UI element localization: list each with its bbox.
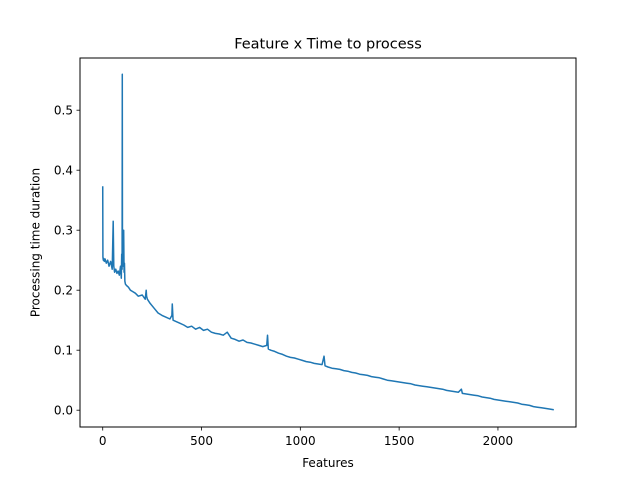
x-tick-label: 1000 [285,434,316,448]
y-tick-label: 0.5 [54,103,73,117]
series-line [101,73,554,411]
x-axis-ticks: 0 500 1000 1500 2000 [99,427,513,448]
x-tick-label: 1500 [384,434,415,448]
chart-title: Feature x Time to process [234,37,422,53]
x-tick-label: 500 [190,434,213,448]
y-tick-label: 0.2 [54,283,73,297]
y-tick-label: 0.0 [54,403,73,417]
y-tick-label: 0.4 [54,163,73,177]
x-tick-label: 0 [99,434,107,448]
y-axis-label: Processing time duration [29,168,43,317]
plot-area [101,73,554,411]
y-tick-label: 0.3 [54,223,73,237]
x-tick-label: 2000 [483,434,514,448]
x-axis-label: Features [302,456,354,470]
y-axis-ticks: 0.0 0.1 0.2 0.3 0.4 0.5 [54,103,80,417]
y-tick-label: 0.1 [54,343,73,357]
axes-frame [79,57,577,428]
